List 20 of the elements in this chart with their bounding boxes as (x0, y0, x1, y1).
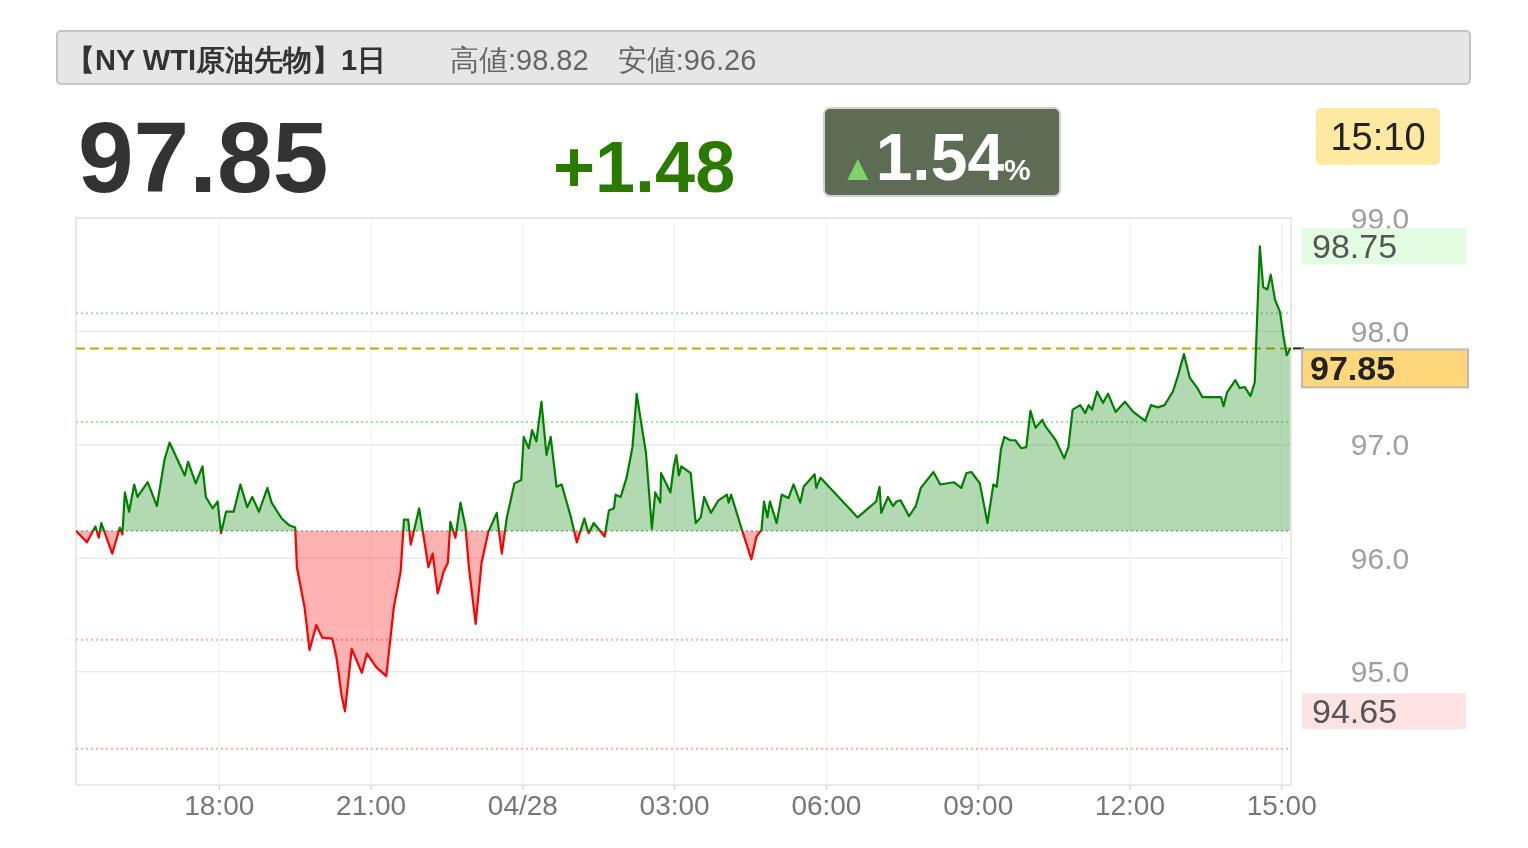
ref-line-label: 97.85 (1310, 349, 1396, 388)
text: 97.85 (78, 101, 329, 213)
x-tick-label: 04/28 (487, 789, 558, 821)
chart-subtitle: 高値:98.82 安値:96.26 (450, 44, 757, 76)
x-tick-label: 12:00 (1094, 789, 1165, 821)
x-tick-label: 03:00 (639, 789, 710, 821)
x-tick-label: 09:00 (943, 789, 1014, 821)
y-tick-label: 96.0 (1350, 541, 1410, 575)
text: +1.48 (553, 127, 736, 207)
y-tick-label: 95.0 (1350, 655, 1410, 689)
chart-title: 【NY WTI原油先物】1日 (66, 44, 387, 76)
x-tick-label: 15:00 (1246, 789, 1317, 821)
y-tick-label: 97.0 (1350, 428, 1410, 462)
x-tick-label: 21:00 (336, 789, 407, 821)
x-tick-label: 18:00 (184, 789, 255, 821)
y-tick-label: 98.0 (1350, 314, 1410, 348)
x-tick-label: 06:00 (791, 789, 862, 821)
text: 94.65 (1312, 692, 1398, 731)
text: ▲1.54% (840, 120, 1031, 194)
text: 15:10 (1330, 116, 1426, 158)
